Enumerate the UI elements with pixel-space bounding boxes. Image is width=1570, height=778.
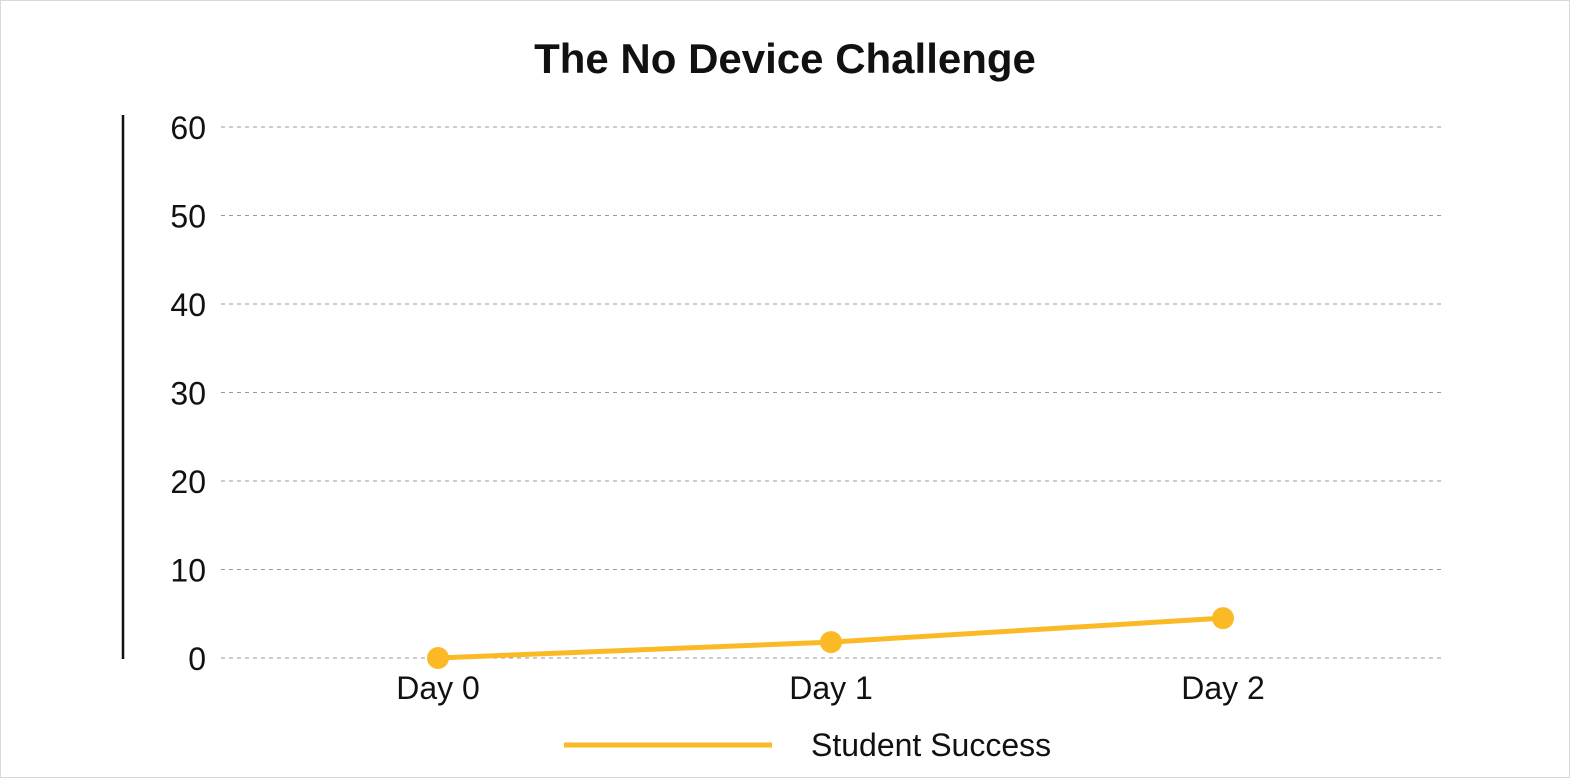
y-tick-label: 50 — [170, 199, 206, 235]
x-tick-labels: Day 0 Day 1 Day 2 — [396, 670, 1265, 706]
data-point — [427, 647, 449, 669]
data-point — [820, 631, 842, 653]
data-point — [1212, 607, 1234, 629]
x-tick-label: Day 1 — [789, 670, 873, 706]
legend: Student Success — [564, 727, 1051, 763]
y-tick-label: 60 — [170, 110, 206, 146]
series-lines — [427, 607, 1234, 669]
x-tick-label: Day 0 — [396, 670, 480, 706]
y-tick-labels: 0 10 20 30 40 50 60 — [170, 110, 206, 677]
y-tick-label: 0 — [188, 641, 206, 677]
gridlines — [221, 127, 1441, 658]
y-tick-label: 30 — [170, 376, 206, 412]
legend-label: Student Success — [811, 727, 1051, 763]
y-tick-label: 40 — [170, 287, 206, 323]
x-tick-label: Day 2 — [1181, 670, 1265, 706]
y-tick-label: 10 — [170, 553, 206, 589]
y-tick-label: 20 — [170, 464, 206, 500]
